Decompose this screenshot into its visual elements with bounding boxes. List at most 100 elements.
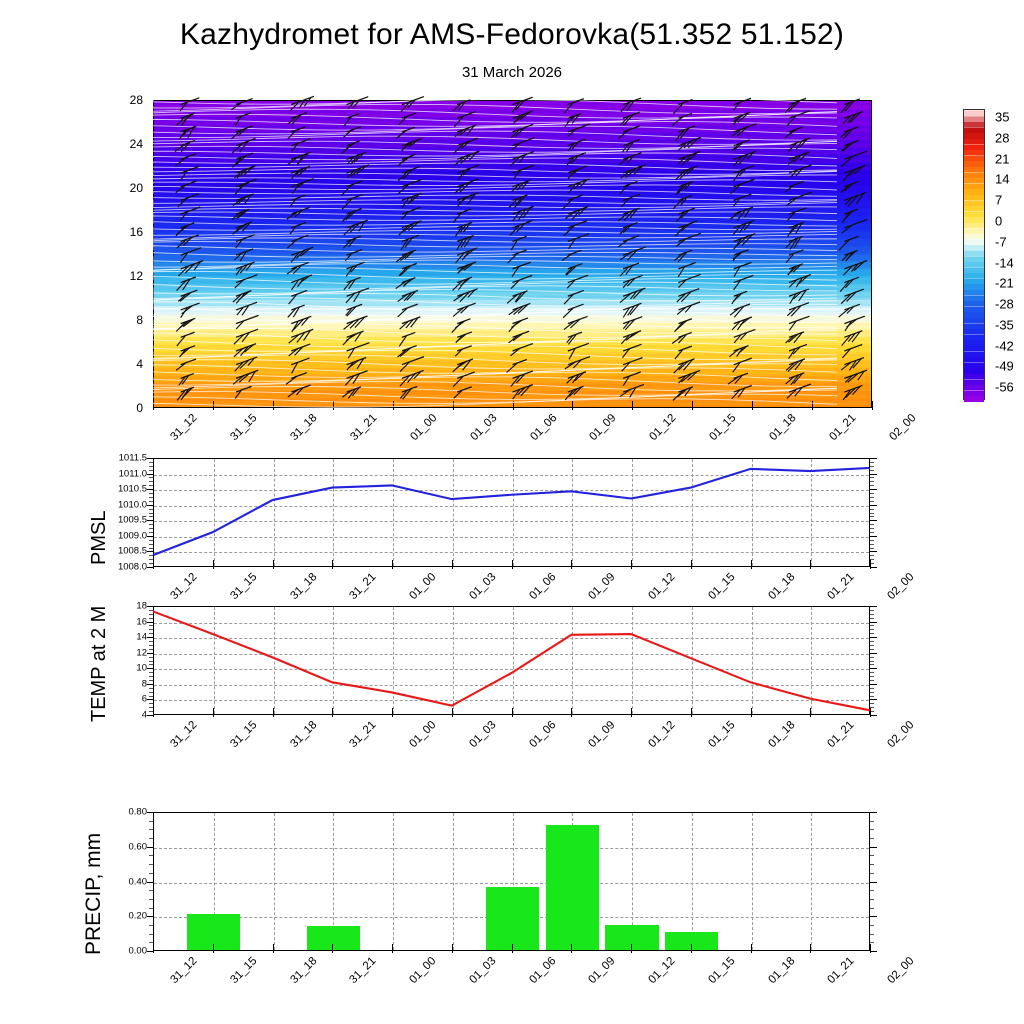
y-minor-tick: [870, 477, 874, 479]
x-tick-label: 31_18: [287, 571, 319, 603]
x-tick: [392, 708, 393, 717]
colorbar-band: [964, 143, 984, 150]
y-tick-label: 8: [136, 313, 143, 327]
temperature-band: [154, 181, 871, 184]
y-minor-tick: [870, 617, 874, 619]
colorbar-band: [964, 210, 984, 217]
y-tick-label: 1010.5: [117, 483, 147, 495]
temperature-band: [154, 345, 871, 349]
y-minor-tick: [870, 496, 874, 498]
colorbar-band: [964, 171, 984, 178]
x-tick-label: 01_12: [646, 719, 678, 751]
x-tick: [511, 708, 513, 717]
y-tick-label: 0.80: [128, 806, 148, 818]
x-tick: [512, 401, 514, 410]
temperature-band: [154, 197, 871, 201]
y-minor-tick: [870, 687, 874, 689]
x-tick-label: 01_09: [586, 719, 618, 751]
x-tick-label: 01_09: [586, 955, 618, 987]
wind-barbs: [174, 95, 868, 401]
temperature-band: [154, 252, 871, 256]
y-tick-label: 1009.5: [117, 514, 147, 526]
y-minor-tick: [149, 924, 153, 926]
temperature-band: [154, 394, 871, 398]
temperature-band: [154, 392, 871, 396]
y-minor-tick: [870, 609, 874, 611]
colorbar-tick-label: 7: [995, 192, 1003, 208]
colorbar-tick-label: -21: [995, 275, 1014, 291]
gridline-vertical: [273, 459, 275, 566]
x-tick: [153, 401, 154, 410]
temperature-band: [154, 230, 871, 234]
x-tick: [810, 708, 812, 717]
y-minor-tick: [870, 660, 874, 662]
y-tick-label: 6: [141, 693, 147, 705]
x-tick-label: 01_06: [527, 412, 559, 444]
y-tick: [870, 683, 877, 685]
colorbar-band: [964, 121, 984, 128]
y-minor-tick: [149, 855, 153, 857]
x-tick: [870, 944, 871, 953]
colorbar-tick-label: -49: [995, 358, 1014, 374]
y-tick: [147, 652, 153, 654]
y-minor-tick: [149, 829, 153, 831]
x-tick-label: 01_00: [407, 955, 439, 987]
colorbar-band: [964, 154, 984, 161]
gridline-vertical: [632, 607, 633, 714]
temperature-band: [154, 179, 871, 182]
y-minor-tick: [149, 547, 153, 549]
colorbar-band: [964, 221, 984, 229]
colorbar-band: [964, 395, 984, 402]
y-minor-tick: [149, 500, 153, 502]
y-minor-tick: [149, 477, 153, 479]
temperature-band: [154, 343, 871, 347]
temperature-band: [154, 119, 871, 123]
x-tick-label: 01_15: [706, 571, 738, 603]
y-tick: [147, 535, 153, 537]
colorbar-band: [964, 160, 984, 167]
y-tick: [147, 881, 153, 883]
temperature-band: [154, 195, 871, 199]
y-tick: [147, 489, 153, 491]
y-tick: [870, 699, 877, 701]
gridline-vertical: [452, 813, 454, 950]
x-tick-label: 31_12: [168, 719, 200, 751]
x-tick: [212, 401, 214, 410]
y-tick-label: 0.40: [128, 875, 148, 887]
colorbar-band: [964, 266, 984, 273]
colorbar-band: [964, 244, 984, 251]
gridline-vertical: [273, 813, 275, 950]
y-minor-tick: [149, 485, 153, 487]
y-tick-label: 20: [129, 181, 143, 195]
temperature-band: [154, 361, 871, 365]
x-tick: [332, 401, 334, 410]
x-tick: [272, 708, 274, 717]
x-tick-label: 01_03: [467, 955, 499, 987]
y-minor-tick: [149, 461, 153, 463]
y-minor-tick: [870, 559, 874, 561]
y-minor-tick: [149, 613, 153, 615]
colorbar-band: [964, 367, 984, 374]
gridline-horizontal: [154, 490, 869, 492]
x-tick: [392, 401, 394, 410]
x-tick-label: 31_18: [287, 955, 319, 987]
y-minor-tick: [149, 641, 153, 643]
temperature-band: [154, 283, 871, 287]
colorbar-band: [964, 227, 984, 234]
y-tick: [870, 551, 877, 553]
y-tick: [870, 916, 877, 918]
temperature-band: [154, 156, 871, 160]
precip-bar: [187, 913, 241, 950]
gridline-vertical: [213, 459, 215, 566]
x-tick-label: 01_21: [825, 571, 857, 603]
temperature-band: [154, 279, 871, 283]
y-minor-tick: [149, 711, 153, 713]
colorbar-band: [964, 177, 984, 184]
y-tick: [147, 846, 153, 848]
x-tick-label: 02_00: [887, 412, 919, 444]
y-tick-label: 12: [129, 269, 143, 283]
temperature-band: [154, 158, 871, 162]
temperature-band: [154, 115, 871, 119]
y-tick: [147, 567, 153, 568]
colorbar-band: [964, 238, 984, 245]
